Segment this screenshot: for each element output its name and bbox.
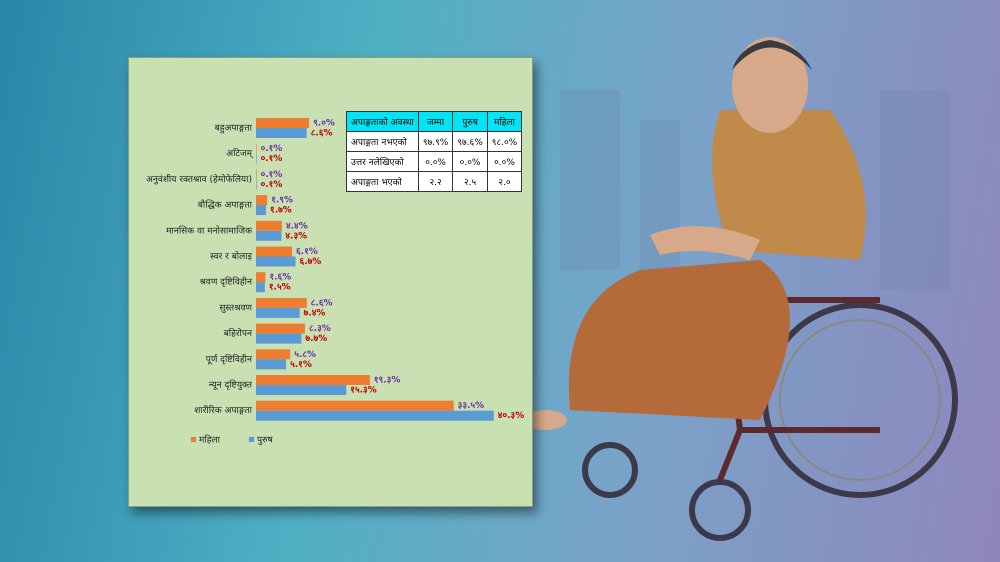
bar: [256, 143, 257, 154]
legend-label: महिला: [199, 434, 221, 446]
table-cell: ०.०%: [417, 151, 454, 172]
bar: [256, 400, 454, 411]
value-label: १५.३%: [350, 386, 376, 396]
bar: [256, 153, 257, 164]
bar: [256, 282, 265, 293]
table-cell: जम्मा: [417, 111, 454, 132]
table-cell: ९७.९%: [417, 131, 454, 152]
category-label: अनुवंशीय रक्तश्राव (हेमोफेलिया): [146, 173, 252, 185]
table-cell: उत्तर नलेखिएको: [346, 151, 419, 172]
bar: [256, 246, 292, 257]
table-cell: २.२: [417, 171, 454, 192]
category-label: सुस्तश्रवण: [219, 303, 252, 313]
value-label: १.७%: [270, 206, 292, 216]
bar: [256, 205, 267, 216]
woman: [523, 37, 866, 430]
table-row: अपाङ्गता भएको २.२ २.५ २.०: [346, 171, 523, 192]
value-label: ४.४%: [286, 221, 308, 231]
bar: [256, 195, 268, 206]
value-label: ६.१%: [296, 247, 318, 257]
value-label: ०.१%: [261, 170, 283, 180]
value-label: ५.८%: [294, 350, 316, 360]
category-label: मानसिक वा मनोसामाजिक: [166, 224, 253, 236]
value-label: ८.६%: [311, 129, 333, 139]
value-label: ८.३%: [309, 324, 331, 334]
value-label: ०.१%: [261, 144, 283, 154]
value-label: ७.७%: [305, 334, 327, 344]
value-label: ४०.३%: [498, 411, 524, 421]
bar: [256, 220, 282, 231]
value-label: ७.४%: [304, 308, 326, 318]
table-cell: ०.०%: [452, 151, 488, 172]
category-label: पूर्ण दृष्टिविहीन: [206, 353, 253, 365]
bar: [256, 349, 291, 360]
value-label: ६.७%: [300, 257, 322, 267]
bar: [256, 230, 282, 241]
table-cell: अपाङ्गताको अवस्था: [346, 111, 419, 132]
bar: [256, 297, 307, 308]
table-row: अपाङ्गताको अवस्था जम्मा पुरुष महिला: [346, 111, 523, 132]
chart: बहुअपाङ्गता ९.०%८.६%अटिजम् ०.१%०.१%अनुवंशी…: [146, 118, 524, 446]
table-cell: २.५: [452, 171, 488, 192]
value-label: १९.३%: [374, 376, 400, 386]
buildings: [560, 90, 950, 290]
legend-swatch: [191, 437, 196, 442]
bar: [256, 169, 257, 180]
table-row: अपाङ्गता नभएको ९७.९% ९७.६% ९८.०%: [346, 131, 523, 152]
value-label: १.५%: [269, 283, 291, 293]
category-label: अटिजम्: [226, 147, 254, 159]
table-cell: पुरुष: [452, 111, 488, 132]
bar: [256, 118, 310, 128]
bar: [256, 128, 307, 138]
table-cell: २.०: [486, 171, 523, 192]
bar: [256, 410, 494, 421]
category-label: शारीरिक अपाङ्गता: [194, 404, 252, 416]
category-label: श्रवण दृष्टिविहीन: [199, 276, 253, 288]
value-label: ०.१%: [261, 180, 283, 190]
value-label: १.६%: [269, 273, 291, 283]
value-label: ५.१%: [290, 360, 312, 370]
table-cell: अपाङ्गता नभएको: [346, 131, 419, 152]
bar: [256, 307, 300, 318]
table-cell: ९७.६%: [452, 131, 488, 152]
value-label: ०.१%: [261, 154, 283, 164]
category-label: स्वर र बोलाइ: [210, 250, 252, 262]
chart-panel: बहुअपाङ्गता ९.०% ८.६% अटिजम् ०.१% ०.१% अनुवंशी…: [128, 57, 533, 507]
bar: [256, 359, 287, 370]
value-label: ३३.५%: [458, 401, 484, 411]
legend-swatch: [249, 437, 254, 442]
category-label: बहिरोपन: [224, 327, 253, 339]
table-row: उत्तर नलेखिएको ०.०% ०.०% ०.०%: [346, 151, 523, 172]
bar: [256, 375, 370, 385]
value-label: ८.६%: [311, 298, 333, 308]
bar: [256, 333, 302, 344]
value-label: १.९%: [271, 196, 293, 206]
table-cell: ९८.०%: [486, 131, 523, 152]
category-label: न्यून दृष्टियुक्त: [209, 379, 253, 391]
table-cell: महिला: [486, 111, 523, 132]
value-label: ९.०%: [313, 119, 335, 129]
bar: [256, 179, 257, 190]
category-label: बहुअपाङ्गता: [215, 124, 253, 134]
bar: [256, 272, 266, 283]
table-cell: अपाङ्गता भएको: [346, 171, 419, 192]
category-label: बौद्धिक अपाङ्गता: [198, 199, 253, 211]
table-cell: ०.०%: [486, 151, 523, 172]
value-label: ४.३%: [285, 231, 307, 241]
legend-label: पुरुष: [257, 436, 273, 446]
bar: [256, 385, 347, 395]
data-table: अपाङ्गताको अवस्था जम्मा पुरुष महिला अपाङ्गता…: [346, 111, 523, 192]
bar: [256, 256, 296, 267]
bar: [256, 323, 305, 334]
